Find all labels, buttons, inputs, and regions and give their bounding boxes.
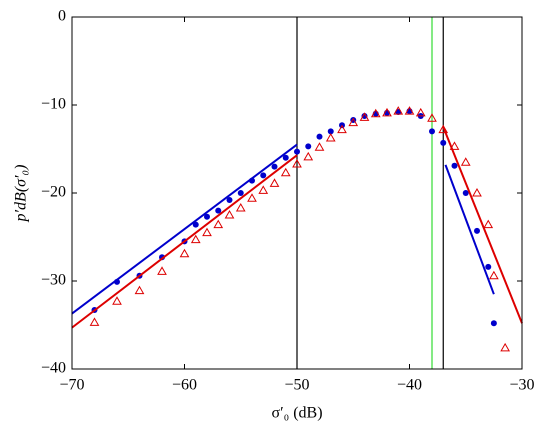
data-point <box>303 151 314 161</box>
data-point <box>451 162 458 169</box>
data-point <box>282 154 289 161</box>
data-point <box>427 113 437 122</box>
y-axis-label: p′dB(σ′₀) <box>13 165 30 223</box>
y-tick-label: −20 <box>41 184 66 201</box>
fit-line <box>71 154 298 329</box>
x-axis-label: σ′₀ (dB) <box>271 405 322 422</box>
data-point <box>269 178 280 187</box>
data-point <box>202 227 212 237</box>
data-point <box>489 270 499 280</box>
data-point <box>490 320 497 327</box>
data-point <box>393 106 404 115</box>
data-point <box>305 143 312 150</box>
data-point <box>370 108 381 118</box>
fit-line <box>442 126 523 324</box>
data-point <box>361 113 368 119</box>
data-point <box>213 219 224 229</box>
fit-line <box>71 143 298 315</box>
data-point <box>359 112 370 121</box>
x-tick-label: −50 <box>284 377 309 394</box>
data-point <box>280 167 291 177</box>
data-point <box>294 148 300 155</box>
data-point <box>215 207 222 214</box>
data-point <box>483 219 494 229</box>
fit-line <box>444 164 495 295</box>
data-point <box>157 266 167 275</box>
data-point <box>179 248 190 258</box>
data-point <box>258 185 269 194</box>
y-tick-label: −30 <box>41 272 66 289</box>
data-point <box>327 128 334 135</box>
data-point <box>429 128 435 135</box>
data-point <box>89 317 100 326</box>
y-tick-label: −40 <box>41 360 66 377</box>
data-point <box>438 124 449 134</box>
data-point <box>415 107 426 117</box>
data-point <box>235 202 246 212</box>
x-tick-label: −30 <box>509 377 534 394</box>
x-tick-label: −70 <box>59 377 84 394</box>
data-point <box>316 133 323 140</box>
data-point <box>485 263 492 270</box>
data-point <box>449 141 460 150</box>
data-point <box>348 117 359 127</box>
data-point <box>190 234 201 244</box>
y-tick-label: −10 <box>41 96 66 113</box>
data-point <box>474 227 480 234</box>
x-tick-label: −40 <box>397 377 422 394</box>
data-point <box>226 197 233 204</box>
data-point <box>224 209 235 219</box>
data-point <box>192 221 199 228</box>
data-point <box>440 139 447 146</box>
data-point <box>462 190 469 196</box>
data-point <box>204 213 210 220</box>
plot-frame <box>71 16 523 370</box>
data-point <box>314 142 325 151</box>
data-point <box>271 163 278 170</box>
x-tick-label: −60 <box>172 377 197 394</box>
data-point <box>247 193 257 202</box>
data-point <box>260 172 267 179</box>
data-point <box>292 158 302 168</box>
data-point <box>134 285 145 295</box>
y-tick-label: 0 <box>58 8 66 25</box>
data-point <box>325 132 336 142</box>
data-point <box>404 106 415 115</box>
data-point <box>460 157 471 166</box>
data-point <box>337 124 347 134</box>
data-point <box>382 107 392 117</box>
data-point <box>500 342 510 352</box>
data-point <box>112 296 122 305</box>
data-point <box>472 187 482 197</box>
data-point <box>237 190 244 196</box>
